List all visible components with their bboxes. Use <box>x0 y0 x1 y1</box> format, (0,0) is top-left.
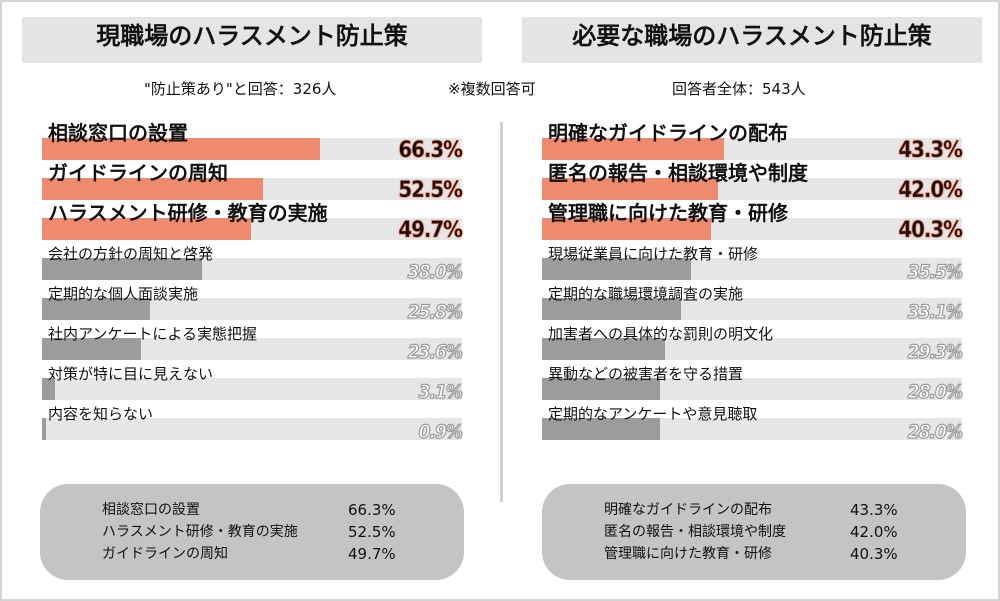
right-bar-label: 匿名の報告・相談環境や制度 <box>548 161 808 185</box>
right-summary-value-1: 43.3% <box>850 501 898 519</box>
left-bar-row: 定期的な個人面談実施 25.8% <box>42 280 464 324</box>
right-bar <box>542 298 682 320</box>
multiple-answers-note: ※複数回答可 <box>448 80 536 98</box>
left-summary-label-2: ハラスメント研修・教育の実施 <box>102 524 298 540</box>
right-bar-row: 異動などの被害者を守る措置 28.0% <box>542 360 964 404</box>
right-bar-value-label: 28.0% <box>907 380 964 403</box>
left-bar-row: ハラスメント研修・教育の実施 49.7% <box>42 200 463 244</box>
left-bar <box>42 378 56 400</box>
right-summary-label-2: 匿名の報告・相談環境や制度 <box>604 524 786 540</box>
left-bar <box>42 298 151 320</box>
left-bar-label: 定期的な個人面談実施 <box>48 285 199 303</box>
right-bar <box>542 378 660 400</box>
left-panel-title: 現職場のハラスメント防止策 <box>96 22 408 50</box>
right-bar-row: 加害者への具体的な罰則の明文化 29.3% <box>542 320 964 364</box>
left-panel-title-band: 現職場のハラスメント防止策 <box>22 17 482 63</box>
right-bar <box>542 138 724 160</box>
left-bar-label: 対策が特に目に見えない <box>48 365 214 383</box>
left-bar-row: 内容を知らない 0.9% <box>42 400 464 444</box>
left-bar <box>42 418 46 440</box>
left-bar-row: 社内アンケートによる実態把握 23.6% <box>42 320 464 364</box>
left-respondents-caption: "防止策あり"と回答：326人 <box>144 80 337 98</box>
right-bar <box>542 218 712 240</box>
left-bar <box>42 218 251 240</box>
left-bar-row: 会社の方針の周知と啓発 38.0% <box>42 240 464 284</box>
right-respondents-caption: 回答者全体：543人 <box>672 80 806 98</box>
right-bar-value-label: 35.5% <box>907 260 964 283</box>
left-bar <box>42 258 202 280</box>
left-bar-value-label: 38.0% <box>407 260 464 283</box>
left-bar-label: 会社の方針の周知と啓発 <box>48 245 214 263</box>
right-summary-value-2: 42.0% <box>850 523 898 541</box>
left-bar <box>42 338 142 360</box>
left-bar-value-label: 49.7% <box>398 218 463 244</box>
right-summary-value-3: 40.3% <box>850 545 898 563</box>
right-bar-value-label: 33.1% <box>907 300 964 323</box>
panel-divider <box>500 122 503 502</box>
right-bar-row: 管理職に向けた教育・研修 40.3% <box>542 200 963 244</box>
left-summary-value-2: 52.5% <box>348 523 396 541</box>
right-bar <box>542 338 666 360</box>
right-bar-value-label: 29.3% <box>907 340 964 363</box>
left-summary-label-1: 相談窓口の設置 <box>102 502 200 518</box>
right-bar-row: 明確なガイドラインの配布 43.3% <box>542 120 963 164</box>
left-bar-label: 内容を知らない <box>48 405 154 423</box>
right-summary-label-3: 管理職に向けた教育・研修 <box>604 546 772 562</box>
right-bar-label: 明確なガイドラインの配布 <box>548 121 788 145</box>
left-bar-track <box>42 378 462 400</box>
right-top3-summary: 明確なガイドラインの配布 43.3% 匿名の報告・相談環境や制度 42.0% 管… <box>542 484 966 580</box>
right-bar-label: 定期的な職場環境調査の実施 <box>548 285 744 303</box>
right-bar-value-label: 28.0% <box>907 420 964 443</box>
left-bar <box>42 138 321 160</box>
left-bar-label: ハラスメント研修・教育の実施 <box>48 201 328 225</box>
right-bar-value-label: 40.3% <box>898 218 963 244</box>
left-bar-label: ガイドラインの周知 <box>48 161 228 185</box>
left-bar-row: ガイドラインの周知 52.5% <box>42 160 463 204</box>
right-bar-row: 現場従業員に向けた教育・研修 35.5% <box>542 240 964 284</box>
left-bar-row: 相談窓口の設置 66.3% <box>42 120 463 164</box>
left-bar-value-label: 25.8% <box>407 300 464 323</box>
right-bar-row: 匿名の報告・相談環境や制度 42.0% <box>542 160 963 204</box>
right-bar-label: 異動などの被害者を守る措置 <box>548 365 744 383</box>
left-summary-label-3: ガイドラインの周知 <box>102 546 228 562</box>
left-summary-value-3: 49.7% <box>348 545 396 563</box>
left-bar <box>42 178 263 200</box>
left-bar-value-label: 66.3% <box>398 138 463 164</box>
right-bar-label: 定期的なアンケートや意見聴取 <box>548 405 758 423</box>
left-bar-value-label: 3.1% <box>418 380 464 403</box>
right-bar <box>542 418 660 440</box>
right-bar-label: 現場従業員に向けた教育・研修 <box>548 245 759 263</box>
left-bar-label: 相談窓口の設置 <box>48 121 188 145</box>
left-bar-value-label: 52.5% <box>398 178 463 204</box>
left-bar-track <box>42 418 462 440</box>
left-summary-value-1: 66.3% <box>348 501 396 519</box>
left-top3-summary: 相談窓口の設置 66.3% ハラスメント研修・教育の実施 52.5% ガイドライ… <box>40 484 464 580</box>
right-panel-title: 必要な職場のハラスメント防止策 <box>572 22 932 50</box>
right-bar-row: 定期的な職場環境調査の実施 33.1% <box>542 280 964 324</box>
right-panel-title-band: 必要な職場のハラスメント防止策 <box>522 17 982 63</box>
left-bar-value-label: 0.9% <box>418 420 464 443</box>
left-bar-value-label: 23.6% <box>407 340 464 363</box>
right-bar <box>542 258 692 280</box>
right-bar-label: 管理職に向けた教育・研修 <box>548 201 788 225</box>
left-bar-row: 対策が特に目に見えない 3.1% <box>42 360 464 404</box>
right-bar-label: 加害者への具体的な罰則の明文化 <box>548 325 774 343</box>
right-bar-value-label: 42.0% <box>898 178 963 204</box>
left-bar-track <box>42 338 462 360</box>
right-bar <box>542 178 719 200</box>
right-summary-label-1: 明確なガイドラインの配布 <box>604 502 772 518</box>
right-bar-value-label: 43.3% <box>898 138 963 164</box>
right-bar-row: 定期的なアンケートや意見聴取 28.0% <box>542 400 964 444</box>
left-bar-label: 社内アンケートによる実態把握 <box>48 325 257 343</box>
